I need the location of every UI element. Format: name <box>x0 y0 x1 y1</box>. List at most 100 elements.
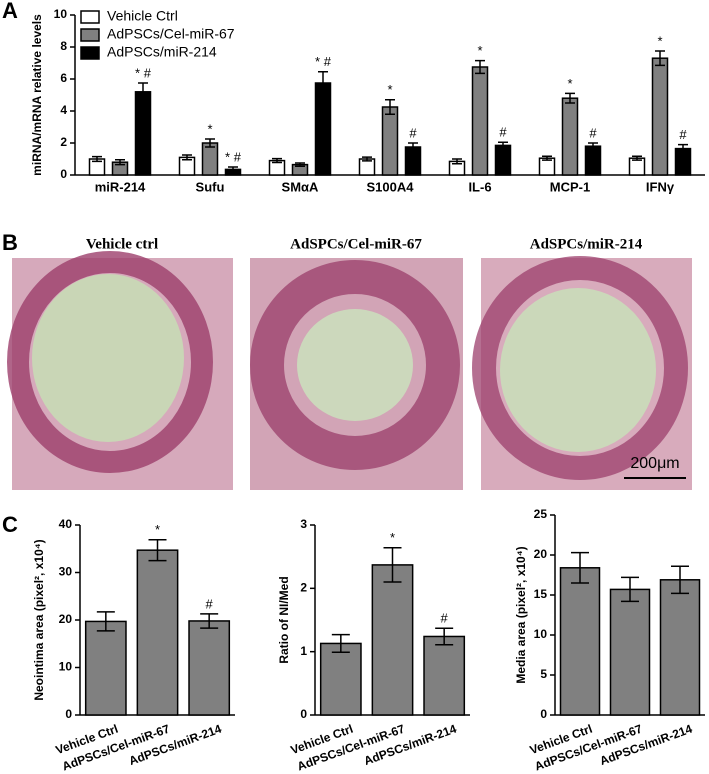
bar <box>471 66 489 176</box>
y-tick-label: 0 <box>65 707 72 721</box>
bar <box>134 91 152 176</box>
error-bar <box>92 155 102 163</box>
y-tick-label: 10 <box>54 7 68 21</box>
y-tick-label: 10 <box>59 660 73 674</box>
significance-mark: # <box>409 125 417 140</box>
error-bar <box>678 143 688 154</box>
y-tick-label: 10 <box>534 627 548 641</box>
y-tick-label: 30 <box>59 565 73 579</box>
error-bar <box>655 50 665 67</box>
x-tick-label: IFNγ <box>646 179 675 194</box>
significance-mark: * <box>387 82 392 97</box>
micrograph: 200μm <box>472 256 692 490</box>
x-tick-label: MCP-1 <box>550 179 590 194</box>
y-tick-label: 2 <box>300 581 307 595</box>
y-axis-label: Neointima area (pixel², x10⁴) <box>32 539 46 700</box>
y-tick-label: 20 <box>534 547 548 561</box>
x-tick-label: miR-214 <box>95 179 146 194</box>
y-axis-label: Media area (pixel², x10⁴) <box>514 546 528 683</box>
x-tick-label: IL-6 <box>468 179 491 194</box>
bar <box>423 635 466 716</box>
bar <box>201 142 219 176</box>
bar <box>609 588 651 716</box>
error-bar <box>138 82 148 102</box>
bar <box>561 97 579 176</box>
bar <box>371 564 414 716</box>
legend-label: AdPSCs/miR-214 <box>107 44 217 60</box>
error-bar <box>383 547 402 583</box>
panel-label: A <box>2 0 18 23</box>
bar <box>651 57 669 176</box>
x-tick-label: Sufu <box>196 179 225 194</box>
error-bar <box>115 159 125 166</box>
significance-mark: * <box>390 530 395 545</box>
legend-swatch <box>80 46 100 60</box>
error-bar <box>200 613 219 629</box>
legend-label: Vehicle Ctrl <box>107 8 178 24</box>
error-bar <box>182 154 192 161</box>
bar <box>319 642 362 716</box>
significance-mark: * <box>207 121 212 136</box>
y-tick-label: 1 <box>300 644 307 658</box>
significance-mark: # <box>679 127 687 142</box>
error-bar <box>588 142 598 151</box>
scale-bar-label: 200μm <box>630 455 679 472</box>
micrograph <box>7 251 233 490</box>
micrograph-title: AdSPCs/miR-214 <box>530 236 643 252</box>
x-tick-label: S100A4 <box>367 179 415 194</box>
significance-mark: * # <box>225 149 242 164</box>
y-tick-label: 0 <box>60 167 67 181</box>
bar <box>494 144 512 176</box>
y-tick-label: 6 <box>60 71 67 85</box>
error-bar <box>385 99 395 115</box>
bar <box>84 620 127 716</box>
legend-swatch <box>80 28 100 42</box>
error-bar <box>96 611 115 632</box>
legend-label: AdPSCs/Cel-miR-67 <box>107 26 235 42</box>
bar <box>559 567 601 716</box>
y-tick-label: 5 <box>540 667 547 681</box>
error-bar <box>435 627 454 646</box>
bar <box>136 549 179 716</box>
error-bar <box>632 155 642 161</box>
bar <box>314 82 332 176</box>
significance-mark: * <box>567 76 572 91</box>
error-bar <box>148 538 167 562</box>
y-tick-label: 40 <box>59 517 73 531</box>
y-tick-label: 8 <box>60 39 67 53</box>
error-bar <box>571 551 589 584</box>
panel-label: C <box>2 512 18 537</box>
significance-mark: # <box>206 596 214 611</box>
significance-mark: * <box>477 43 482 58</box>
micrograph <box>250 258 463 490</box>
error-bar <box>452 158 462 165</box>
y-tick-label: 4 <box>60 103 67 117</box>
legend-swatch <box>80 10 100 24</box>
error-bar <box>295 162 305 167</box>
error-bar <box>272 157 282 164</box>
bar <box>584 145 602 176</box>
bar <box>659 579 701 716</box>
error-bar <box>565 92 575 104</box>
micrograph-title: AdSPCs/Cel-miR-67 <box>290 236 422 252</box>
bar <box>188 620 231 716</box>
error-bar <box>362 156 372 162</box>
significance-mark: * # <box>315 54 332 69</box>
significance-mark: # <box>589 125 597 140</box>
error-bar <box>408 142 418 152</box>
error-bar <box>621 576 639 603</box>
error-bar <box>542 155 552 161</box>
error-bar <box>205 138 215 148</box>
panel-label: B <box>2 230 18 255</box>
error-bar <box>228 166 238 173</box>
y-tick-label: 20 <box>59 612 73 626</box>
y-tick-label: 25 <box>534 507 548 521</box>
error-bar <box>475 59 485 75</box>
y-axis-label: miRNA/mRNA relative levels <box>30 14 44 176</box>
bar <box>381 106 399 176</box>
y-tick-label: 15 <box>534 587 548 601</box>
y-tick-label: 0 <box>300 707 307 721</box>
significance-mark: * # <box>135 65 152 80</box>
x-tick-label: SMαA <box>282 179 319 194</box>
